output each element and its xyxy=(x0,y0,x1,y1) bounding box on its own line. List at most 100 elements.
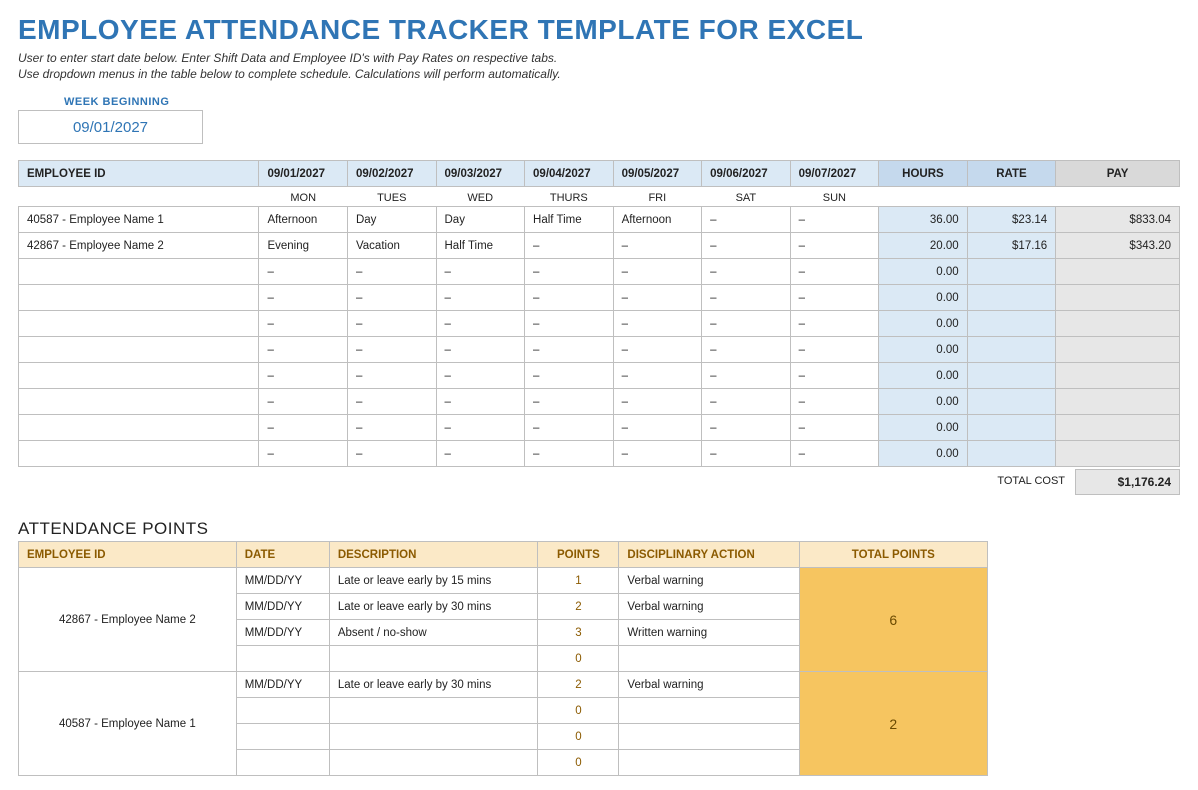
points-description-cell[interactable] xyxy=(329,698,538,724)
shift-cell[interactable]: – xyxy=(347,311,436,337)
shift-cell[interactable]: – xyxy=(259,337,348,363)
shift-cell[interactable]: – xyxy=(702,259,791,285)
shift-cell[interactable]: Day xyxy=(347,207,436,233)
shift-cell[interactable]: – xyxy=(790,389,879,415)
points-description-cell[interactable]: Late or leave early by 15 mins xyxy=(329,568,538,594)
shift-cell[interactable]: – xyxy=(790,441,879,467)
shift-cell[interactable]: – xyxy=(436,259,525,285)
employee-id-cell[interactable]: 40587 - Employee Name 1 xyxy=(19,207,259,233)
shift-cell[interactable]: – xyxy=(525,311,614,337)
shift-cell[interactable]: – xyxy=(347,337,436,363)
shift-cell[interactable]: – xyxy=(790,415,879,441)
points-action-cell[interactable] xyxy=(619,724,799,750)
shift-cell[interactable]: – xyxy=(613,363,702,389)
points-action-cell[interactable] xyxy=(619,698,799,724)
shift-cell[interactable]: – xyxy=(259,285,348,311)
shift-cell[interactable]: – xyxy=(702,207,791,233)
shift-cell[interactable]: – xyxy=(613,285,702,311)
shift-cell[interactable]: – xyxy=(436,441,525,467)
shift-cell[interactable]: – xyxy=(525,441,614,467)
shift-cell[interactable]: – xyxy=(613,389,702,415)
points-date-cell[interactable] xyxy=(236,646,329,672)
points-date-cell[interactable]: MM/DD/YY xyxy=(236,594,329,620)
employee-id-cell[interactable] xyxy=(19,337,259,363)
shift-cell[interactable]: – xyxy=(259,441,348,467)
points-date-cell[interactable]: MM/DD/YY xyxy=(236,620,329,646)
points-employee-cell[interactable]: 42867 - Employee Name 2 xyxy=(19,568,237,672)
points-action-cell[interactable] xyxy=(619,646,799,672)
shift-cell[interactable]: – xyxy=(525,233,614,259)
shift-cell[interactable]: – xyxy=(525,415,614,441)
points-action-cell[interactable]: Written warning xyxy=(619,620,799,646)
shift-cell[interactable]: Vacation xyxy=(347,233,436,259)
shift-cell[interactable]: – xyxy=(702,311,791,337)
shift-cell[interactable]: – xyxy=(702,415,791,441)
shift-cell[interactable]: Evening xyxy=(259,233,348,259)
shift-cell[interactable]: Half Time xyxy=(525,207,614,233)
shift-cell[interactable]: – xyxy=(613,233,702,259)
shift-cell[interactable]: – xyxy=(347,441,436,467)
shift-cell[interactable]: Day xyxy=(436,207,525,233)
points-date-cell[interactable] xyxy=(236,724,329,750)
shift-cell[interactable]: – xyxy=(347,415,436,441)
shift-cell[interactable]: – xyxy=(613,337,702,363)
shift-cell[interactable]: – xyxy=(259,415,348,441)
points-description-cell[interactable] xyxy=(329,724,538,750)
shift-cell[interactable]: – xyxy=(347,363,436,389)
shift-cell[interactable]: – xyxy=(259,311,348,337)
shift-cell[interactable]: – xyxy=(613,311,702,337)
points-description-cell[interactable] xyxy=(329,646,538,672)
shift-cell[interactable]: – xyxy=(613,441,702,467)
shift-cell[interactable]: – xyxy=(436,363,525,389)
employee-id-cell[interactable] xyxy=(19,415,259,441)
shift-cell[interactable]: – xyxy=(613,259,702,285)
shift-cell[interactable]: – xyxy=(436,389,525,415)
shift-cell[interactable]: – xyxy=(790,259,879,285)
shift-cell[interactable]: Afternoon xyxy=(259,207,348,233)
employee-id-cell[interactable] xyxy=(19,363,259,389)
points-date-cell[interactable]: MM/DD/YY xyxy=(236,672,329,698)
points-description-cell[interactable]: Absent / no-show xyxy=(329,620,538,646)
shift-cell[interactable]: – xyxy=(790,337,879,363)
shift-cell[interactable]: – xyxy=(790,207,879,233)
shift-cell[interactable]: Afternoon xyxy=(613,207,702,233)
shift-cell[interactable]: – xyxy=(702,285,791,311)
shift-cell[interactable]: – xyxy=(702,441,791,467)
shift-cell[interactable]: – xyxy=(525,363,614,389)
employee-id-cell[interactable] xyxy=(19,311,259,337)
shift-cell[interactable]: – xyxy=(702,363,791,389)
shift-cell[interactable]: – xyxy=(613,415,702,441)
shift-cell[interactable]: – xyxy=(259,259,348,285)
employee-id-cell[interactable] xyxy=(19,285,259,311)
shift-cell[interactable]: – xyxy=(702,233,791,259)
employee-id-cell[interactable]: 42867 - Employee Name 2 xyxy=(19,233,259,259)
shift-cell[interactable]: – xyxy=(347,285,436,311)
shift-cell[interactable]: – xyxy=(525,337,614,363)
shift-cell[interactable]: – xyxy=(790,233,879,259)
employee-id-cell[interactable] xyxy=(19,441,259,467)
shift-cell[interactable]: – xyxy=(790,363,879,389)
employee-id-cell[interactable] xyxy=(19,389,259,415)
shift-cell[interactable]: – xyxy=(347,259,436,285)
week-beginning-input[interactable]: 09/01/2027 xyxy=(18,110,203,144)
points-description-cell[interactable]: Late or leave early by 30 mins xyxy=(329,594,538,620)
points-action-cell[interactable]: Verbal warning xyxy=(619,672,799,698)
shift-cell[interactable]: – xyxy=(525,285,614,311)
employee-id-cell[interactable] xyxy=(19,259,259,285)
shift-cell[interactable]: – xyxy=(525,259,614,285)
points-action-cell[interactable]: Verbal warning xyxy=(619,594,799,620)
shift-cell[interactable]: – xyxy=(436,415,525,441)
shift-cell[interactable]: – xyxy=(436,311,525,337)
shift-cell[interactable]: – xyxy=(702,337,791,363)
shift-cell[interactable]: – xyxy=(436,337,525,363)
shift-cell[interactable]: – xyxy=(259,389,348,415)
shift-cell[interactable]: – xyxy=(790,311,879,337)
points-description-cell[interactable]: Late or leave early by 30 mins xyxy=(329,672,538,698)
shift-cell[interactable]: – xyxy=(347,389,436,415)
shift-cell[interactable]: – xyxy=(790,285,879,311)
shift-cell[interactable]: – xyxy=(259,363,348,389)
shift-cell[interactable]: Half Time xyxy=(436,233,525,259)
shift-cell[interactable]: – xyxy=(436,285,525,311)
points-date-cell[interactable] xyxy=(236,698,329,724)
shift-cell[interactable]: – xyxy=(525,389,614,415)
